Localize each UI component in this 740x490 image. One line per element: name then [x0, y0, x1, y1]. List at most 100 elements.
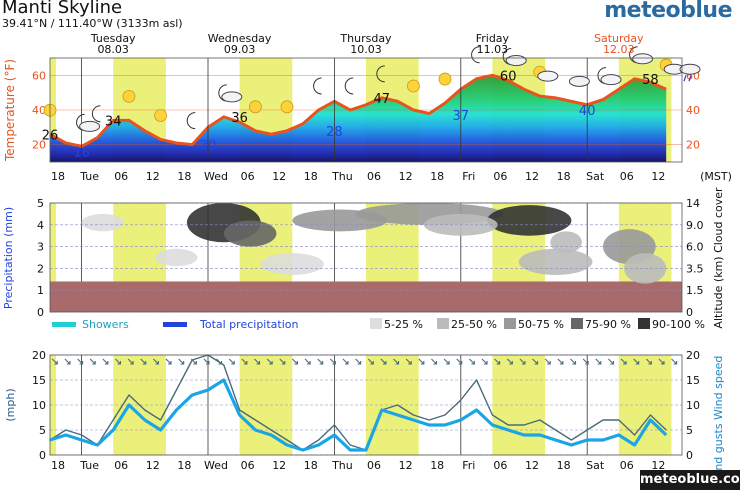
moon-icon [376, 65, 385, 83]
temp-value-label: 34 [105, 114, 122, 129]
showers-legend-swatch [52, 322, 76, 327]
cloud-legend-label: 90-100 % [652, 318, 705, 331]
wind-right-axis-title: Wind gusts Wind speed [712, 356, 725, 485]
daylight-band [50, 203, 56, 312]
wind-direction-arrow [140, 358, 147, 365]
precip-tick-left: 5 [37, 197, 44, 210]
wind-direction-arrow [620, 358, 627, 365]
cloud-legend-swatch [638, 318, 650, 329]
time-tick-label: Wed [204, 170, 228, 183]
time-tick-label: 06 [367, 170, 381, 183]
wind-direction-arrow [165, 358, 172, 365]
time-tick-label: 12 [399, 170, 413, 183]
time-tick-label: 18 [177, 170, 191, 183]
time-tick-label: Fri [462, 459, 475, 472]
time-tick-label: Tue [79, 170, 99, 183]
temp-frame [49, 57, 683, 163]
cloud-cover-area [223, 220, 277, 247]
cloud-legend-swatch [571, 318, 583, 329]
altitude-tick-right: 14 [686, 197, 700, 210]
wind-direction-arrow [127, 358, 134, 365]
wind-direction-arrow [405, 358, 412, 365]
time-tick-label: 18 [51, 170, 65, 183]
time-unit-label: (MST) [700, 170, 732, 183]
wind-direction-arrow [645, 358, 652, 365]
sun-icon [280, 100, 294, 114]
wind-direction-arrow [658, 358, 665, 365]
cloud-icon [221, 91, 243, 103]
day-date-label: 11.03 [477, 43, 509, 56]
total-precip-legend-swatch [163, 322, 187, 327]
time-tick-label: 12 [399, 459, 413, 472]
wind-direction-arrow [115, 358, 122, 365]
day-date-label: 09.03 [224, 43, 256, 56]
page-title: Manti Skyline [2, 0, 123, 18]
wind-tick-right: 5 [686, 424, 693, 437]
altitude-tick-right: 3.5 [686, 262, 704, 275]
wind-tick-left: 15 [32, 374, 46, 387]
time-tick-label: 18 [304, 459, 318, 472]
total-precip-legend-label: Total precipitation [199, 318, 299, 331]
wind-direction-arrow [557, 358, 564, 365]
rain-drop [688, 75, 692, 82]
sun-icon [248, 100, 262, 114]
wind-direction-arrow [418, 358, 425, 365]
time-tick-label: Thu [331, 170, 353, 183]
time-tick-label: 12 [651, 459, 665, 472]
wind-direction-arrow [431, 358, 438, 365]
location-coordinates: 39.41°N / 111.40°W (3133m asl) [2, 17, 183, 30]
time-tick-label: 18 [557, 170, 571, 183]
wind-tick-right: 15 [686, 374, 700, 387]
wind-tick-left: 0 [39, 449, 46, 462]
time-tick-label: 06 [493, 170, 507, 183]
wind-direction-arrow [203, 358, 210, 365]
temp-value-label: 58 [642, 73, 659, 88]
cloud-legend-swatch [437, 318, 449, 329]
wind-direction-arrow [77, 358, 84, 365]
time-tick-label: Sat [586, 170, 605, 183]
time-tick-label: 12 [651, 170, 665, 183]
precip-tick-left: 0 [37, 306, 44, 319]
time-tick-label: 18 [557, 459, 571, 472]
wind-direction-arrow [266, 358, 273, 365]
time-tick-label: Sat [586, 459, 605, 472]
temp-axis-title: Temperature (°F) [3, 59, 17, 162]
wind-axis-title: (mph) [4, 388, 17, 421]
moon-icon [91, 105, 101, 123]
temperature-line [49, 73, 667, 148]
cloud-cover-area [155, 248, 198, 267]
time-tick-label: Wed [204, 459, 228, 472]
wind-gusts-line [49, 354, 667, 451]
footer-brand[interactable]: meteoblue.com [640, 470, 740, 490]
wind-direction-arrow [329, 358, 336, 365]
altitude-tick-right: 1.5 [686, 284, 704, 297]
time-tick-label: 12 [272, 459, 286, 472]
cloud-icon [537, 70, 559, 82]
precip-axis-title: Precipitation (mm) [2, 207, 15, 309]
time-tick-label: 12 [146, 459, 160, 472]
wind-tick-right: 10 [686, 399, 700, 412]
wind-direction-arrow [633, 358, 640, 365]
wind-direction-arrow [582, 358, 589, 365]
sun-icon [438, 72, 452, 86]
time-tick-label: 18 [430, 459, 444, 472]
cloud-cover-area [487, 205, 572, 236]
day-name-label: Tuesday [90, 32, 136, 45]
wind-direction-arrow [178, 358, 185, 365]
wind-direction-arrow [241, 358, 248, 365]
cloud-cover-area [81, 213, 124, 232]
temp-tick-left: 60 [32, 69, 46, 82]
cloud-legend-swatch [504, 318, 516, 329]
time-tick-label: 06 [114, 459, 128, 472]
time-tick-label: 06 [620, 459, 634, 472]
temp-tick-right: 40 [686, 104, 700, 117]
wind-direction-arrow [51, 358, 58, 365]
wind-direction-arrow [216, 358, 223, 365]
wind-direction-arrow [532, 358, 539, 365]
temp-value-label: 37 [453, 109, 470, 124]
brand-logo[interactable]: meteoblue [604, 0, 732, 23]
time-tick-label: 06 [493, 459, 507, 472]
moon-icon [471, 46, 480, 64]
wind-direction-arrow [317, 358, 324, 365]
